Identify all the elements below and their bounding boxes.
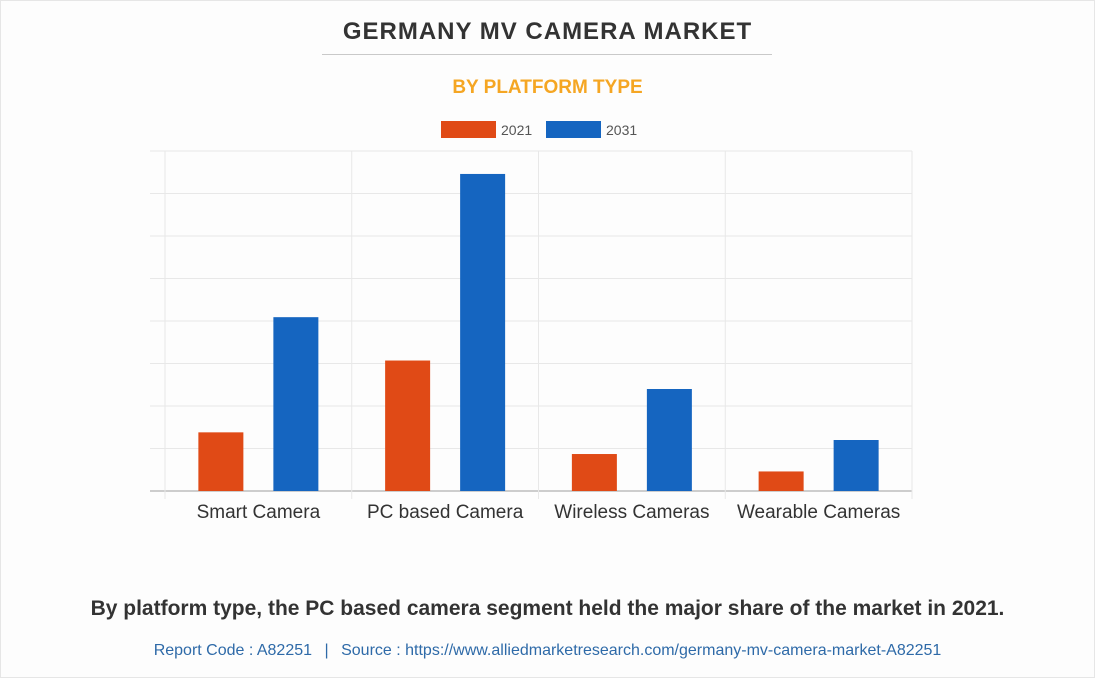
bar-2021-smart-camera	[198, 432, 243, 491]
chart-caption: By platform type, the PC based camera se…	[0, 597, 1095, 621]
chart-legend: 2021 2031	[441, 121, 637, 138]
bar-2021-wearable-cameras	[759, 471, 804, 491]
x-tick-label: PC based Camera	[367, 502, 524, 523]
bar-2021-wireless-cameras	[572, 454, 617, 491]
x-tick-label: Wireless Cameras	[554, 502, 709, 523]
x-tick-label: Wearable Cameras	[737, 502, 900, 523]
x-axis-labels: Smart Camera PC based Camera Wireless Came…	[197, 502, 901, 523]
footer-separator: |	[324, 642, 328, 659]
legend-swatch-2031	[546, 121, 601, 138]
x-tick-label: Smart Camera	[197, 502, 321, 523]
legend-label-2021: 2021	[501, 122, 532, 138]
legend-label-2031: 2031	[606, 122, 637, 138]
bar-2031-wireless-cameras	[647, 389, 692, 491]
bar-2031-wearable-cameras	[834, 440, 879, 491]
report-code: Report Code : A82251	[154, 642, 312, 659]
chart-gridlines	[150, 151, 912, 499]
bar-2031-pc-based-camera	[460, 174, 505, 491]
legend-swatch-2021	[441, 121, 496, 138]
footer: Report Code : A82251 | Source : https://…	[0, 642, 1095, 660]
source-link[interactable]: Source : https://www.alliedmarketresearc…	[341, 642, 941, 659]
bar-chart: 2021 2031 Smart Camera PC based Camera Wire…	[0, 0, 1095, 560]
bar-2031-smart-camera	[273, 317, 318, 491]
bar-2021-pc-based-camera	[385, 361, 430, 491]
